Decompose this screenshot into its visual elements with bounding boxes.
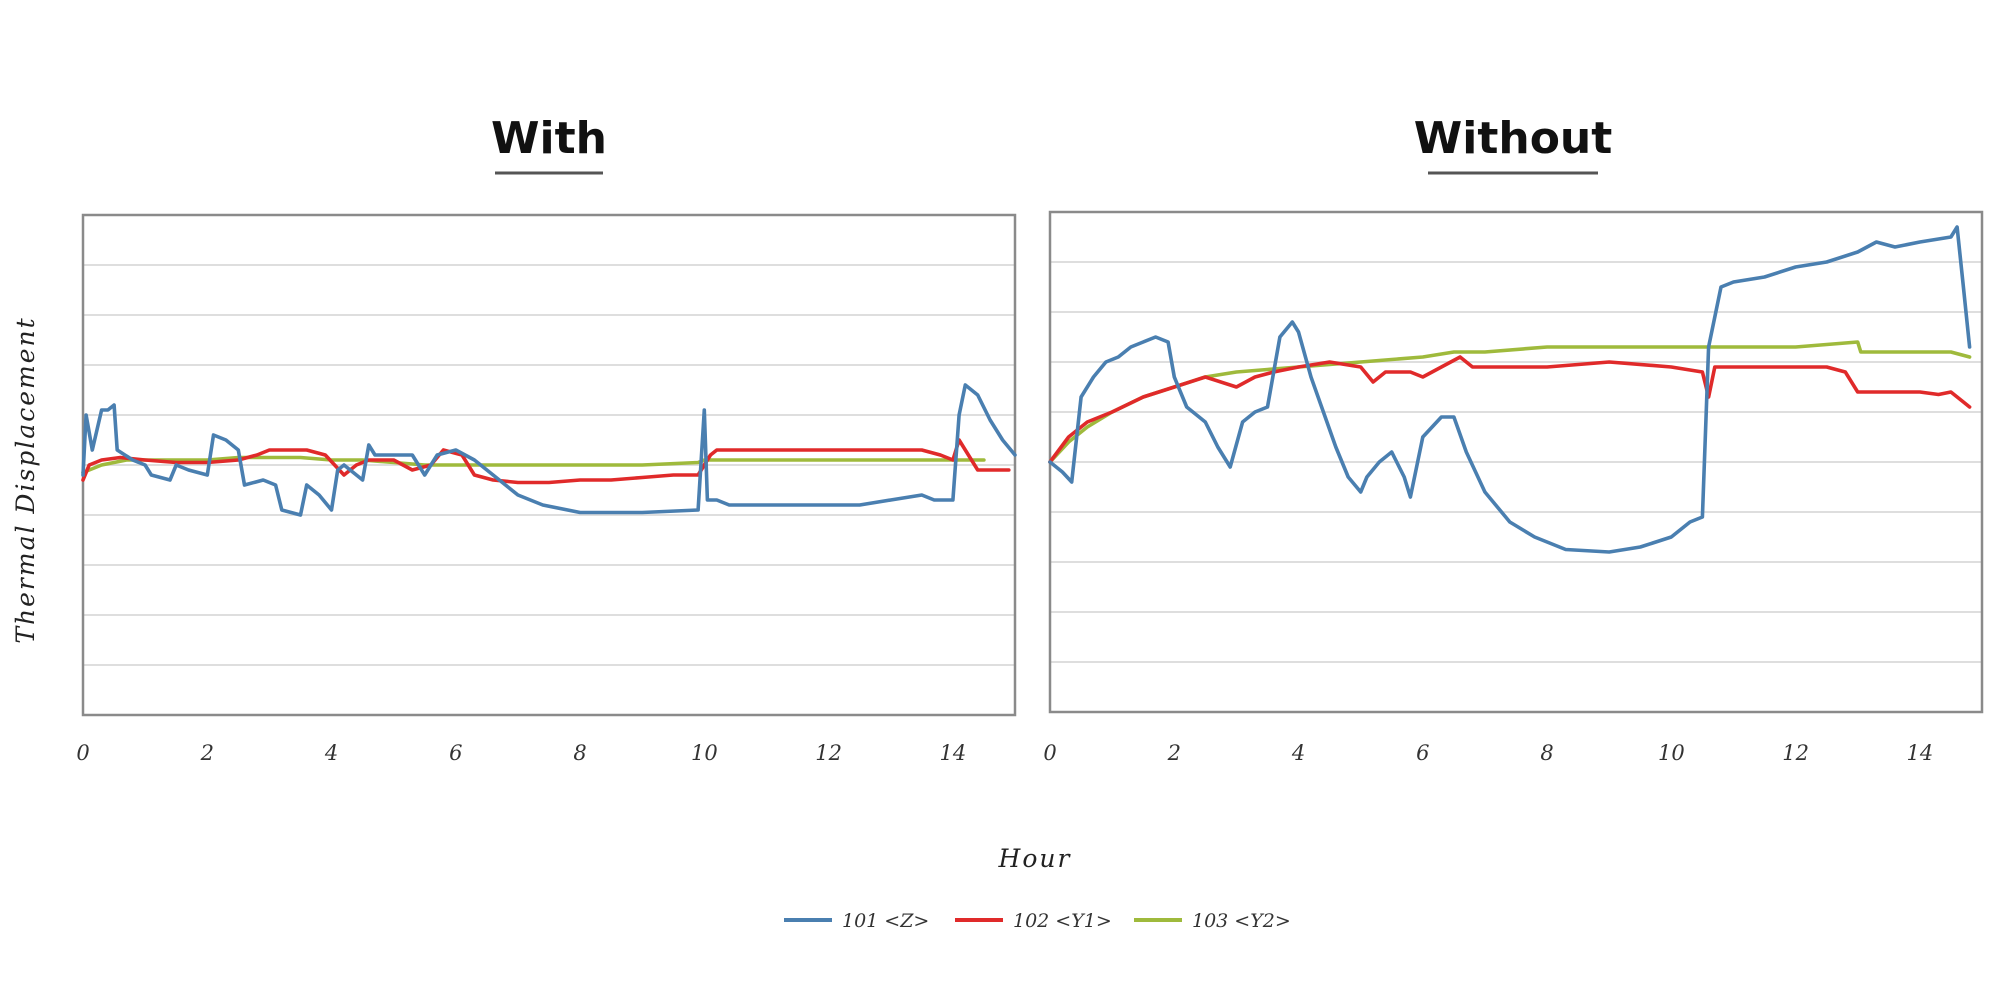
x-tick-label: 4: [324, 741, 338, 765]
legend-label: 101 <Z>: [842, 910, 929, 932]
x-tick-label: 0: [1043, 741, 1056, 765]
x-tick-label: 14: [1906, 741, 1933, 765]
x-tick-label: 4: [1291, 741, 1305, 765]
legend-item: 103 <Y2>: [1134, 910, 1291, 932]
x-tick-label: 12: [1782, 741, 1809, 765]
x-tick-label: 2: [200, 741, 214, 765]
x-tick-label: 6: [449, 741, 462, 765]
legend: 101 <Z> 102 <Y1> 103 <Y2>: [784, 910, 1291, 932]
x-tick-label: 6: [1416, 741, 1429, 765]
x-tick-label: 2: [1167, 741, 1181, 765]
series-line: [1048, 225, 1972, 554]
x-tick-label: 10: [1658, 741, 1685, 765]
x-tick-labels: 0 2 4 6 8 10 12 14: [1043, 741, 1933, 765]
x-tick-labels: 0 2 4 6 8 10 12 14: [76, 741, 966, 765]
chart-panel-without: Without 0 2 4 6 8 10 12 14: [1043, 113, 1984, 765]
series-line: [1048, 355, 1972, 464]
chart-panel-with: With 0 2 4 6 8 10 12 14: [76, 113, 1017, 765]
y-axis-label: Thermal Displacement: [11, 316, 40, 643]
legend-item: 101 <Z>: [784, 910, 929, 932]
x-axis-label: Hour: [998, 844, 1072, 873]
chart-title: Without: [1414, 113, 1613, 164]
series-group: [1048, 225, 1972, 554]
legend-label: 102 <Y1>: [1013, 910, 1112, 932]
x-tick-label: 0: [76, 741, 89, 765]
legend-item: 102 <Y1>: [955, 910, 1112, 932]
series-group: [81, 383, 1017, 517]
x-tick-label: 8: [1540, 741, 1553, 765]
series-line: [81, 383, 1017, 517]
x-tick-label: 10: [691, 741, 718, 765]
legend-label: 103 <Y2>: [1192, 910, 1291, 932]
x-tick-label: 8: [573, 741, 586, 765]
x-tick-label: 14: [939, 741, 966, 765]
chart-title: With: [491, 113, 607, 164]
x-tick-label: 12: [815, 741, 842, 765]
series-line: [1048, 340, 1972, 464]
series-line: [81, 455, 986, 475]
gridlines: [1050, 261, 1982, 663]
